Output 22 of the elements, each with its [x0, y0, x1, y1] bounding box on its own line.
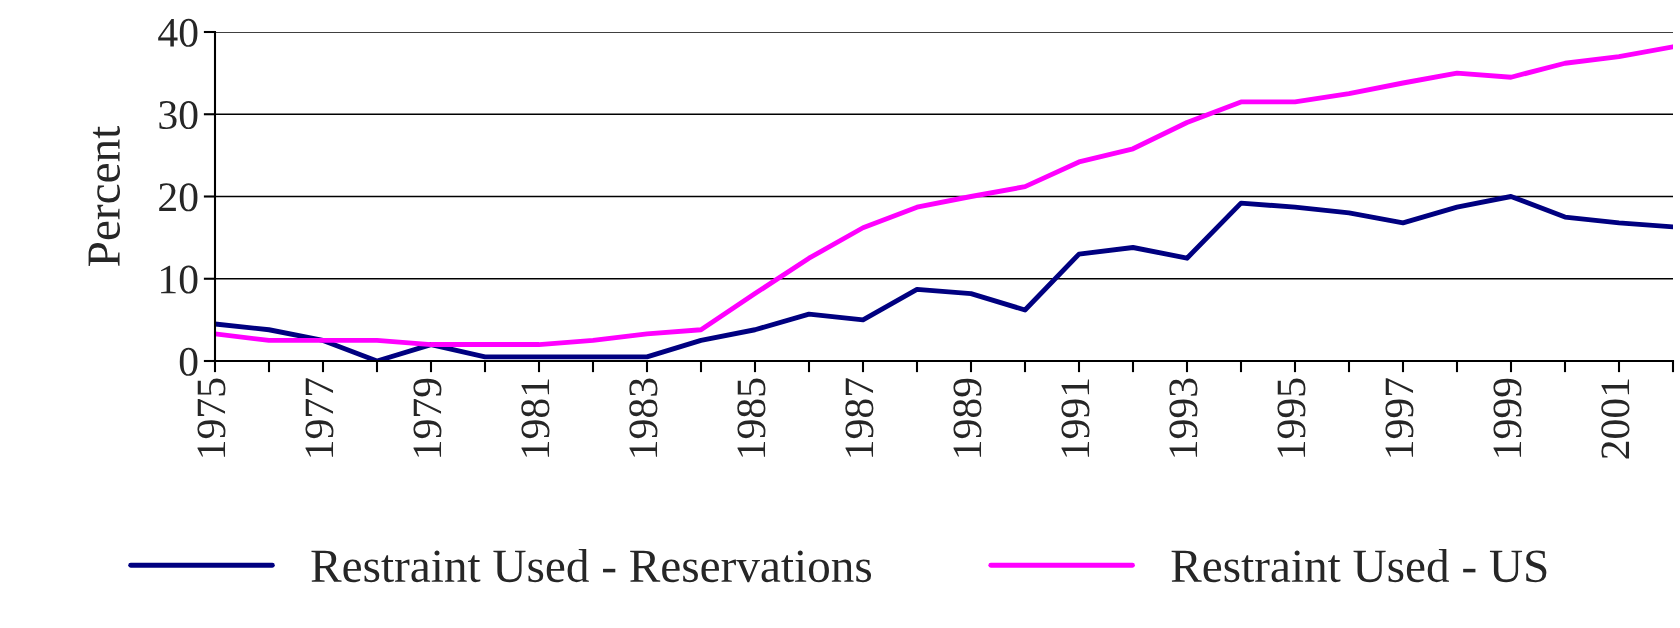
- x-tick-label: 1993: [1169, 378, 1198, 457]
- y-tick-label: 10: [161, 265, 198, 294]
- y-tick-label: 40: [158, 18, 198, 47]
- x-tick-label: 1991: [1061, 379, 1090, 457]
- x-tick-label: 1977: [305, 378, 334, 457]
- x-tick-label: 1995: [1277, 378, 1306, 457]
- y-axis-title: Percent: [88, 125, 120, 266]
- y-tick-label: 20: [159, 183, 198, 212]
- y-tick-label: 30: [159, 101, 198, 130]
- x-tick-label: 1981: [521, 379, 550, 457]
- y-tick-label: 0: [179, 347, 198, 376]
- x-tick-label: 1999: [1493, 378, 1522, 457]
- x-tick-label: 1989: [953, 378, 982, 457]
- x-tick-label: 1987: [845, 378, 874, 457]
- x-tick-label: 1975: [197, 378, 226, 457]
- x-tick-label: 1985: [737, 378, 766, 457]
- x-tick-label: 1997: [1385, 378, 1414, 457]
- legend-label: Restraint Used - US: [1171, 548, 1547, 583]
- x-tick-label: 1983: [629, 378, 658, 457]
- legend-label: Restraint Used - Reservations: [311, 548, 872, 583]
- x-tick-label: 2001: [1601, 379, 1630, 459]
- x-tick-label: 1979: [413, 378, 442, 457]
